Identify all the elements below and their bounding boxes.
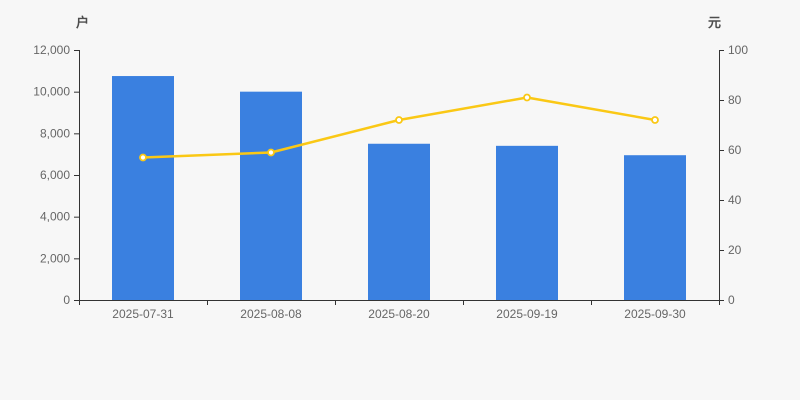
bar-series-layer — [112, 76, 686, 301]
right-axis-tick-label: 40 — [728, 193, 742, 207]
x-axis-category-label: 2025-08-08 — [240, 307, 302, 321]
line-point-marker[interactable] — [523, 93, 531, 102]
axes-layer: 0 2,000 4,000 6,000 8,000 10,000 12,000 0 20 40 60… — [33, 43, 748, 321]
left-axis-tick-label: 4,000 — [40, 210, 70, 224]
x-axis-category-label: 2025-08-20 — [368, 307, 430, 321]
left-axis-tick-label: 10,000 — [33, 85, 70, 99]
bar[interactable] — [112, 76, 174, 301]
left-axis-tick-label: 2,000 — [40, 251, 70, 265]
bar[interactable] — [368, 143, 430, 300]
line-series-layer — [139, 93, 659, 162]
line-point-marker[interactable] — [267, 148, 275, 157]
right-axis-tick-label: 0 — [728, 293, 735, 307]
bar[interactable] — [240, 91, 302, 301]
left-axis-tick-label: 6,000 — [40, 168, 70, 182]
right-axis-tick-label: 20 — [728, 243, 742, 257]
x-axis-category-label: 2025-09-19 — [496, 307, 558, 321]
x-axis-category-label: 2025-07-31 — [112, 307, 174, 321]
bar[interactable] — [496, 145, 558, 300]
right-axis-tick-label: 60 — [728, 143, 742, 157]
left-axis-tick-label: 0 — [63, 293, 70, 307]
line-point-marker[interactable] — [395, 116, 403, 124]
x-axis-category-label: 2025-09-30 — [624, 307, 686, 321]
line-point-marker[interactable] — [651, 116, 659, 124]
bar[interactable] — [624, 155, 686, 300]
right-axis-title: 元 — [708, 15, 722, 30]
left-axis-tick-label: 12,000 — [33, 43, 70, 57]
right-axis-tick-label: 80 — [728, 93, 742, 107]
left-axis-title: 户 — [76, 15, 90, 30]
left-axis-tick-label: 8,000 — [40, 126, 70, 140]
line-point-marker[interactable] — [139, 153, 147, 162]
right-axis-tick-label: 100 — [728, 43, 748, 57]
